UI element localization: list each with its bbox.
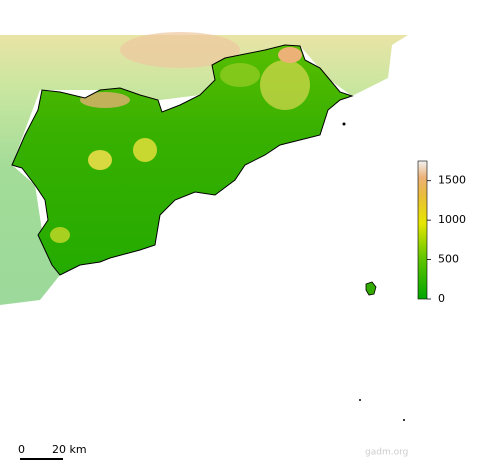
- highland: [120, 32, 240, 68]
- legend-tick-label: 1500: [438, 174, 466, 187]
- credit: gadm.org: [365, 448, 408, 458]
- legend-tick-label: 0: [438, 292, 445, 305]
- legend-tick-label: 1000: [438, 213, 466, 226]
- scale-end: 20 km: [52, 443, 87, 456]
- legend: 0 500 1000 1500: [417, 160, 466, 305]
- legend-tick-label: 500: [438, 253, 459, 266]
- surrounding-land: [0, 35, 408, 305]
- region-border: [11, 44, 354, 276]
- islet: [359, 399, 361, 401]
- color-bar: [417, 160, 428, 300]
- scale-start: 0: [18, 443, 25, 456]
- islet: [403, 419, 405, 421]
- islet: [342, 122, 346, 126]
- island: [365, 281, 377, 296]
